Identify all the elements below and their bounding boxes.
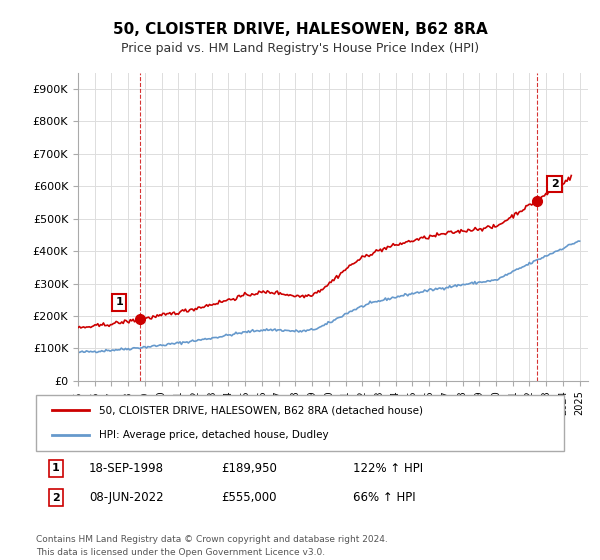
Text: £555,000: £555,000 <box>221 491 276 504</box>
Text: 122% ↑ HPI: 122% ↑ HPI <box>353 462 423 475</box>
Text: HPI: Average price, detached house, Dudley: HPI: Average price, detached house, Dudl… <box>100 430 329 440</box>
Text: £189,950: £189,950 <box>221 462 277 475</box>
Text: 2: 2 <box>551 179 559 189</box>
Text: 1: 1 <box>52 463 59 473</box>
Text: 66% ↑ HPI: 66% ↑ HPI <box>353 491 415 504</box>
Text: Contains HM Land Registry data © Crown copyright and database right 2024.: Contains HM Land Registry data © Crown c… <box>36 535 388 544</box>
Text: 18-SEP-1998: 18-SEP-1998 <box>89 462 164 475</box>
Text: 1: 1 <box>115 297 123 307</box>
Text: Price paid vs. HM Land Registry's House Price Index (HPI): Price paid vs. HM Land Registry's House … <box>121 42 479 55</box>
Text: 2: 2 <box>52 493 59 503</box>
Text: This data is licensed under the Open Government Licence v3.0.: This data is licensed under the Open Gov… <box>36 548 325 557</box>
Text: 08-JUN-2022: 08-JUN-2022 <box>89 491 163 504</box>
Text: 50, CLOISTER DRIVE, HALESOWEN, B62 8RA (detached house): 50, CLOISTER DRIVE, HALESOWEN, B62 8RA (… <box>100 405 424 416</box>
FancyBboxPatch shape <box>36 395 564 451</box>
Text: 50, CLOISTER DRIVE, HALESOWEN, B62 8RA: 50, CLOISTER DRIVE, HALESOWEN, B62 8RA <box>113 22 487 38</box>
